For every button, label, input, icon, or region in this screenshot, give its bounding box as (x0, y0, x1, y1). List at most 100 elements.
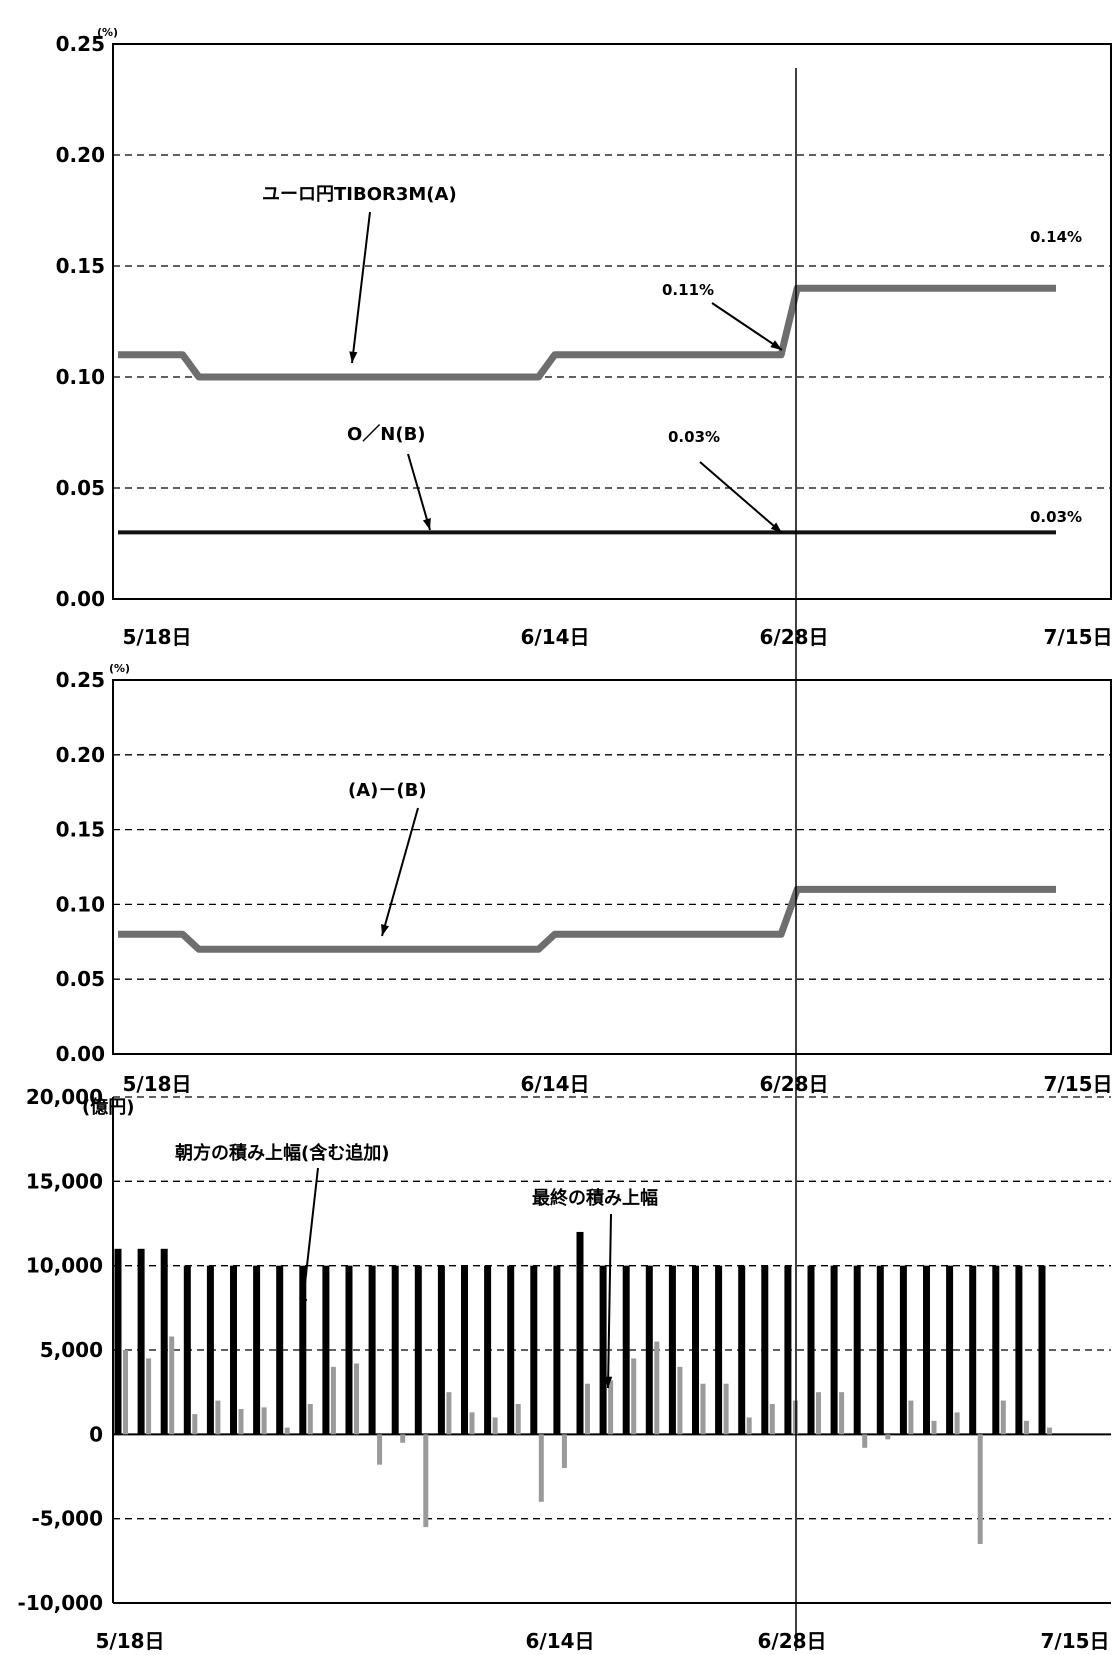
bar-final (608, 1380, 613, 1434)
bar-final (770, 1404, 775, 1434)
y-tick-label: 0.05 (56, 967, 105, 991)
bar-morning (438, 1266, 445, 1435)
bar-final (470, 1412, 475, 1434)
x-tick-label: 6/28日 (759, 1072, 828, 1096)
y-tick-label: 0.10 (56, 892, 105, 916)
x-tick-label: 6/14日 (520, 1072, 589, 1096)
bar-final (493, 1417, 498, 1434)
bar-morning (738, 1266, 745, 1435)
bar-final (400, 1434, 405, 1442)
bar-final (285, 1428, 290, 1435)
bar-morning (184, 1266, 191, 1435)
arrow-tibor-head (349, 351, 357, 363)
reserve-bar-panel: 20,00015,00010,0005,0000-5,000-10,000(億円… (18, 1085, 1111, 1651)
bar-final (1024, 1421, 1029, 1434)
bar-morning (761, 1266, 768, 1435)
bar-morning (831, 1266, 838, 1435)
bar-final (262, 1407, 267, 1434)
y-axis-unit: (%) (109, 662, 130, 675)
bar-morning (299, 1266, 306, 1435)
bar-morning (969, 1266, 976, 1435)
bar-final (701, 1384, 706, 1435)
series-line-tibor (118, 288, 1056, 377)
plot-frame (113, 680, 1111, 1054)
bar-final (146, 1358, 151, 1434)
bar-morning (623, 1266, 630, 1435)
bar-morning (600, 1266, 607, 1435)
bar-morning (808, 1266, 815, 1435)
bar-final (169, 1337, 174, 1435)
bar-final (1001, 1401, 1006, 1435)
y-tick-label: 10,000 (26, 1254, 103, 1278)
x-tick-label: 7/15日 (1043, 625, 1112, 649)
bar-final (377, 1434, 382, 1464)
annotation-0-11: 0.11% (662, 281, 714, 299)
bar-final (215, 1401, 220, 1435)
bar-final (816, 1392, 821, 1434)
x-tick-label: 6/14日 (520, 625, 589, 649)
arrow-0-03 (700, 462, 782, 533)
bar-morning (992, 1266, 999, 1435)
bar-morning (322, 1266, 329, 1435)
bar-morning (1015, 1266, 1022, 1435)
bar-final (631, 1358, 636, 1434)
bar-morning (161, 1249, 168, 1435)
bar-final (677, 1367, 682, 1434)
bar-morning (415, 1266, 422, 1435)
bar-final (747, 1417, 752, 1434)
bar-morning (646, 1266, 653, 1435)
bar-final (955, 1412, 960, 1434)
y-tick-label: 0.15 (56, 818, 105, 842)
x-tick-label: 5/18日 (95, 1629, 164, 1651)
bar-morning (877, 1266, 884, 1435)
bar-final (908, 1401, 913, 1435)
y-tick-label: 0 (89, 1422, 103, 1446)
arrow-spread-head (381, 924, 389, 936)
y-tick-label: 0.20 (56, 143, 105, 167)
bar-final (932, 1421, 937, 1434)
bar-final (123, 1350, 128, 1434)
x-tick-label: 5/18日 (122, 625, 191, 649)
bar-final (539, 1434, 544, 1501)
bar-final (654, 1342, 659, 1435)
y-tick-label: 0.25 (56, 668, 105, 692)
bar-morning (553, 1266, 560, 1435)
bar-final (839, 1392, 844, 1434)
y-tick-label: 0.10 (56, 365, 105, 389)
bar-morning (923, 1266, 930, 1435)
y-tick-label: 0.00 (56, 1042, 105, 1066)
bar-final (446, 1392, 451, 1434)
bar-morning (946, 1266, 953, 1435)
y-tick-label: 0.15 (56, 254, 105, 278)
bar-morning (346, 1266, 353, 1435)
bar-final (562, 1434, 567, 1468)
bar-final (308, 1404, 313, 1434)
bar-morning (392, 1266, 399, 1435)
y-axis-unit: (億円) (82, 1096, 134, 1118)
bar-morning (230, 1266, 237, 1435)
bar-final (331, 1367, 336, 1434)
annotation-0-03-end: 0.03% (1030, 508, 1082, 526)
bar-final (978, 1434, 983, 1544)
arrow-tibor (352, 212, 370, 363)
y-tick-label: 5,000 (40, 1338, 103, 1362)
bar-final (423, 1434, 428, 1527)
bar-morning (530, 1266, 537, 1435)
x-tick-label: 6/28日 (759, 625, 828, 649)
bar-morning (577, 1232, 584, 1434)
bar-morning (369, 1266, 376, 1435)
y-tick-label: 0.00 (56, 587, 105, 611)
bar-morning (900, 1266, 907, 1435)
bar-morning (461, 1266, 468, 1435)
x-tick-label: 7/15日 (1040, 1629, 1109, 1651)
series-label-final: 最終の積み上幅 (532, 1187, 658, 1209)
bar-morning (854, 1266, 861, 1435)
bar-final (239, 1409, 244, 1434)
plot-frame (113, 44, 1111, 599)
bar-morning (115, 1249, 122, 1435)
arrow-on-head (423, 518, 431, 530)
